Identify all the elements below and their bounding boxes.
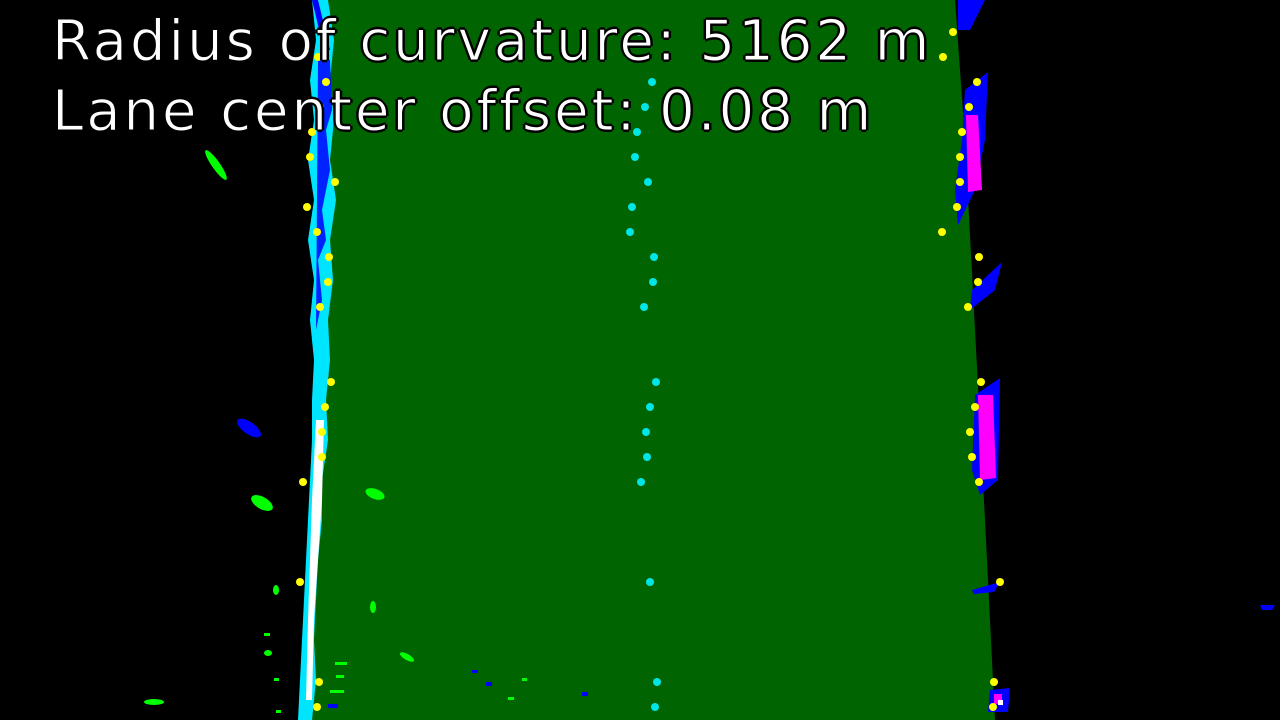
center-points — [626, 28, 661, 711]
right-fit-points — [938, 28, 1004, 711]
radius-of-curvature-label: Radius of curvature: 5162 m — [51, 9, 933, 74]
left-lane-pixels — [298, 0, 336, 720]
right-lane-pixels — [955, 0, 1275, 712]
left-fit-points — [296, 28, 339, 711]
lane-center-offset-label: Lane center offset: 0.08 m — [51, 79, 875, 144]
noise-blobs — [144, 150, 588, 713]
lane-fill — [310, 0, 995, 720]
